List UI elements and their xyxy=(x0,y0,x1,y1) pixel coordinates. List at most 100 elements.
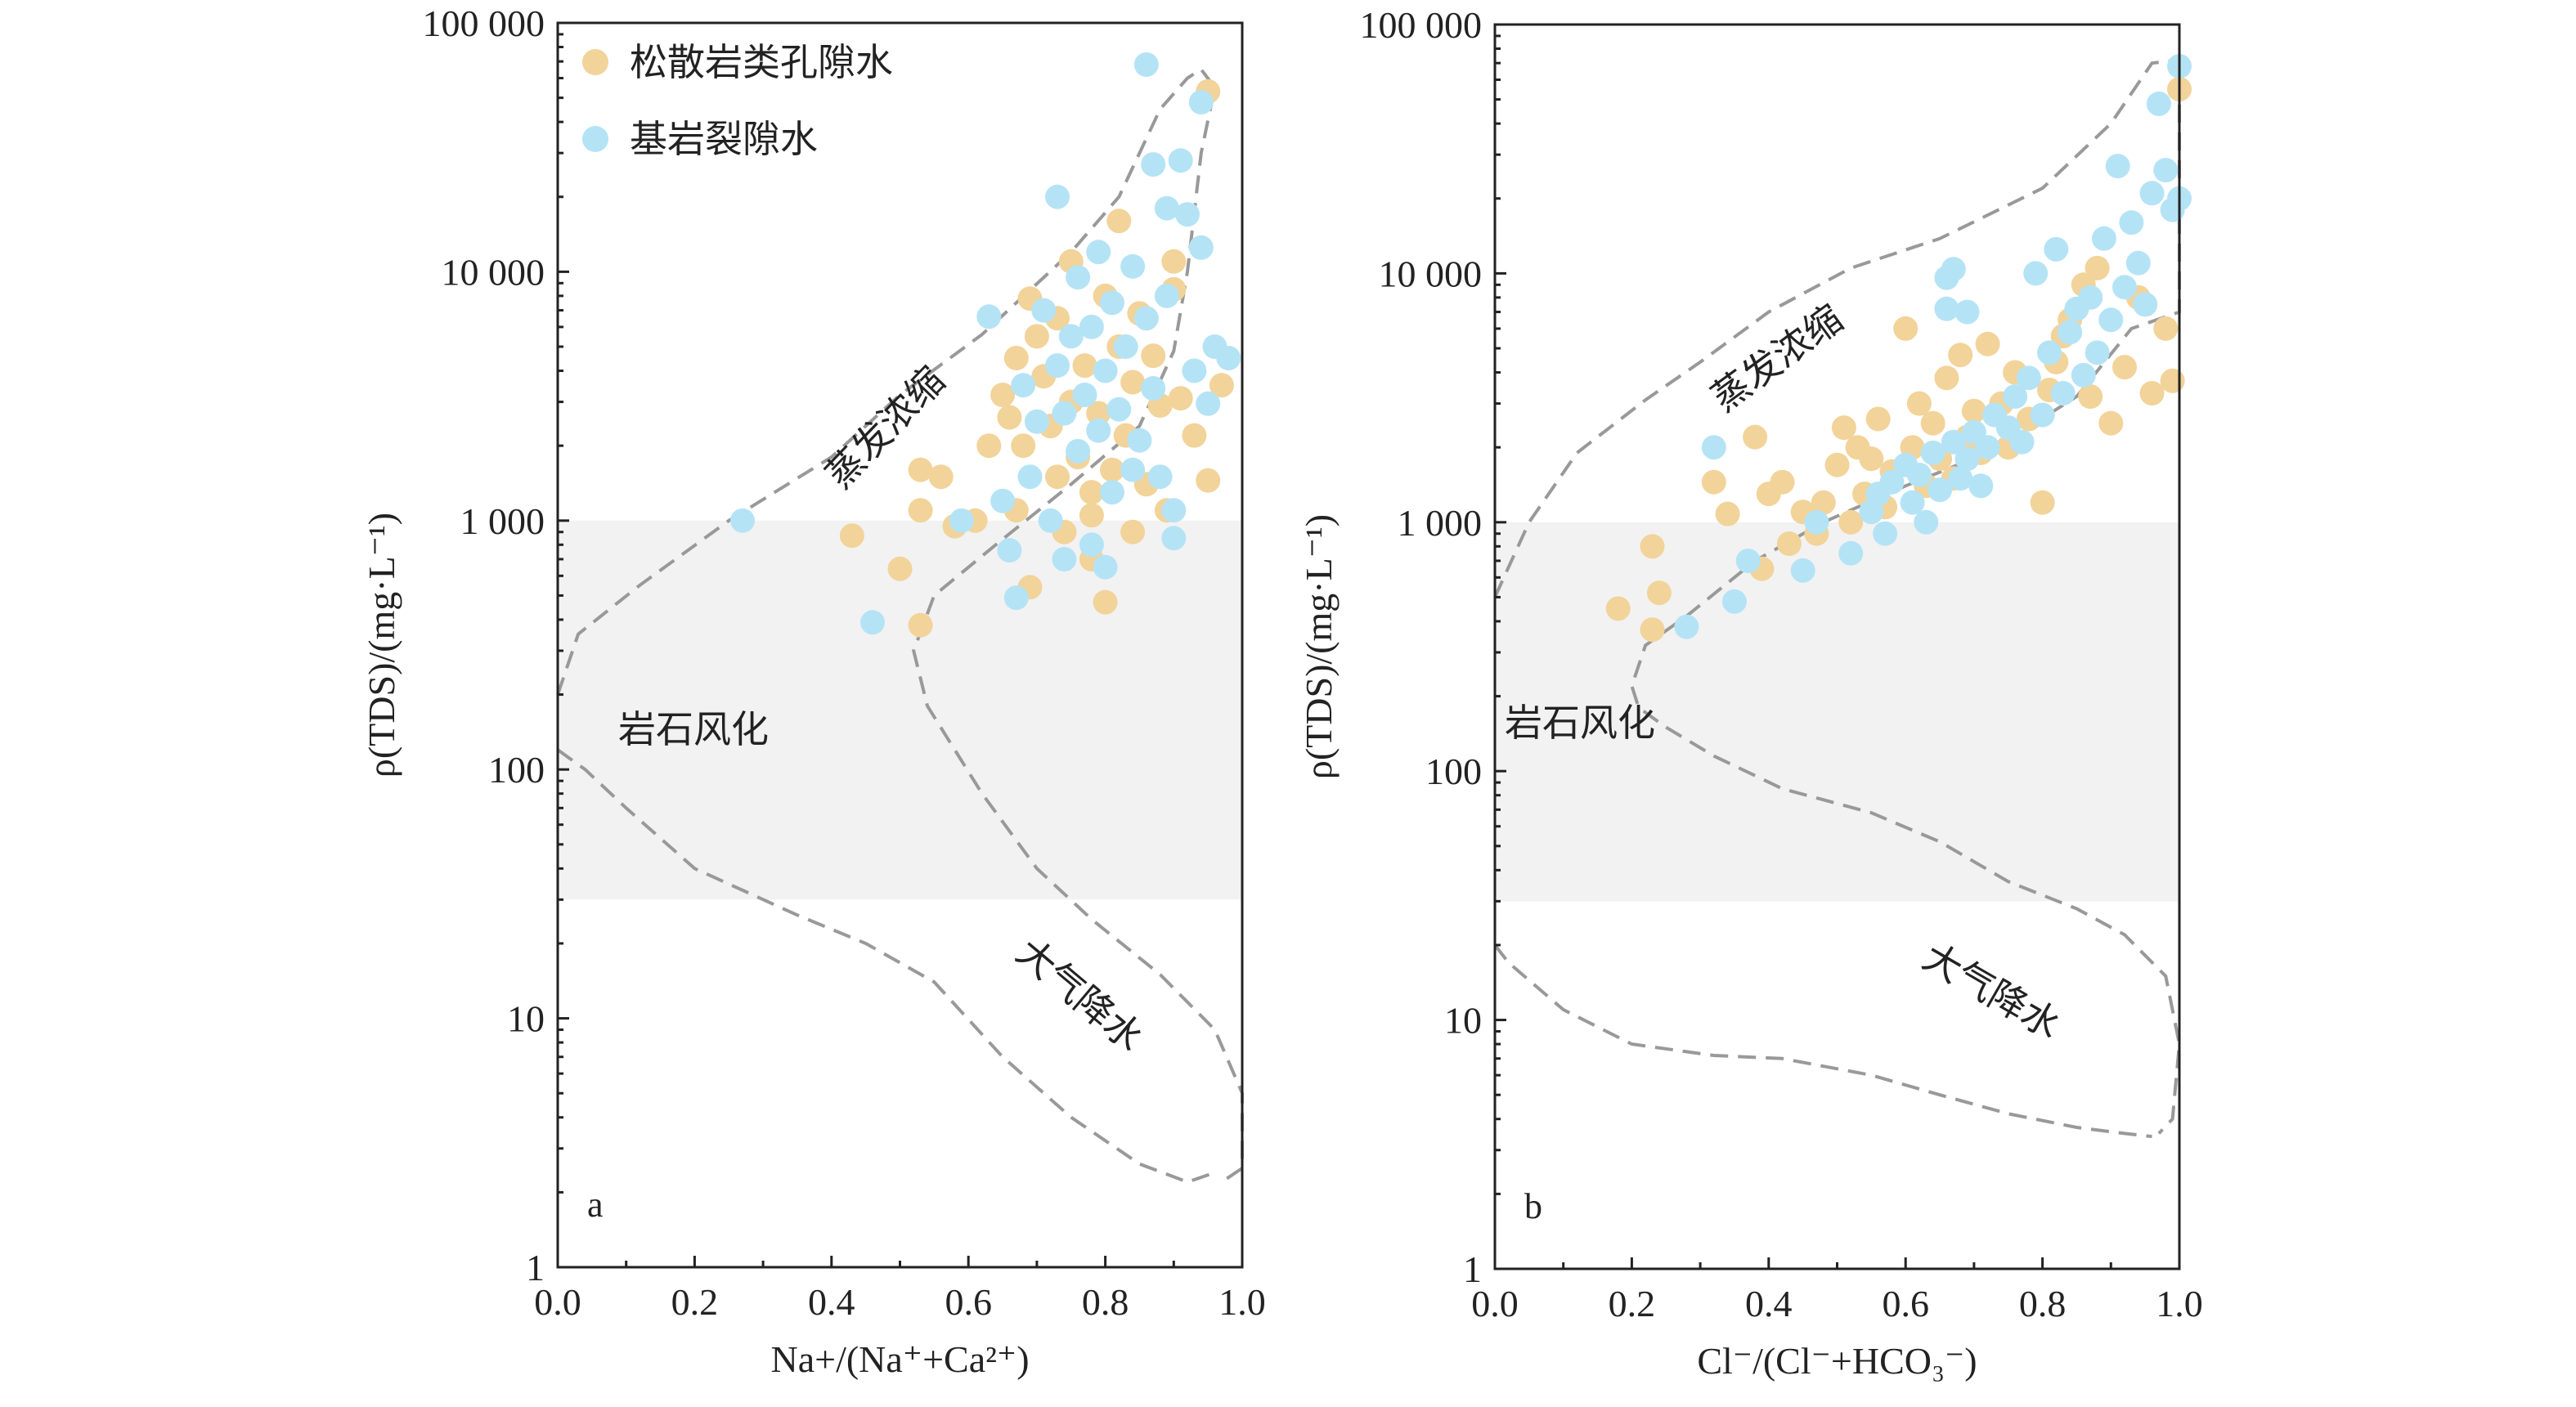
data-point xyxy=(2078,285,2103,310)
x-tick-label: 0.2 xyxy=(671,1281,719,1323)
data-point xyxy=(1079,314,1104,339)
data-point xyxy=(2030,402,2055,428)
data-point xyxy=(1954,299,1980,325)
data-point xyxy=(2125,250,2151,276)
data-point xyxy=(1721,589,1747,614)
data-point xyxy=(1175,202,1200,227)
y-tick-label: 100 000 xyxy=(1360,4,1483,46)
x-tick-label: 0.6 xyxy=(1882,1283,1929,1324)
data-point xyxy=(976,433,1002,459)
zone-label-evaporation: 蒸发浓缩 xyxy=(1703,296,1851,420)
y-tick-label: 1 000 xyxy=(460,500,545,542)
data-point xyxy=(1701,469,1726,495)
data-point xyxy=(2146,92,2171,116)
data-point xyxy=(1011,373,1036,398)
data-point xyxy=(1948,343,1973,368)
data-point xyxy=(1045,184,1070,209)
data-point xyxy=(1906,391,1932,416)
data-point xyxy=(1045,464,1070,490)
data-point xyxy=(2016,365,2041,391)
data-point xyxy=(1879,469,1905,495)
data-point xyxy=(1968,473,1994,499)
points-layer xyxy=(730,52,1241,638)
data-point xyxy=(2085,255,2110,280)
data-point xyxy=(1859,446,1884,472)
data-point xyxy=(1066,438,1091,464)
data-point xyxy=(2105,154,2130,179)
panel-a: 0.0 0.2 0.4 0.6 0.8 1.0 1 10 100 1 000 10 000 100 0… xyxy=(361,2,1266,1380)
y-tick-label: 10 xyxy=(1444,1000,1482,1042)
data-point xyxy=(908,612,933,638)
data-point xyxy=(730,508,755,533)
data-point xyxy=(1900,490,1925,515)
zone-label-precipitation: 大气降水 xyxy=(1916,934,2068,1048)
data-point xyxy=(1024,324,1049,349)
legend-label-unconsolidated: 松散岩类孔隙水 xyxy=(630,40,893,84)
data-point xyxy=(1120,370,1146,395)
data-point xyxy=(1188,235,1214,260)
data-point xyxy=(1168,148,1193,173)
data-point xyxy=(1674,614,1699,639)
data-point xyxy=(997,405,1022,430)
data-point xyxy=(976,304,1002,329)
data-point xyxy=(1216,346,1241,370)
y-tick-label: 100 xyxy=(1425,751,1482,792)
y-axis-title: ρ(TDS)/(mg·L⁻¹) xyxy=(1298,514,1340,779)
data-point xyxy=(928,464,954,490)
data-point xyxy=(1079,532,1104,558)
data-point xyxy=(1838,540,1864,566)
data-point xyxy=(1209,373,1234,398)
data-point xyxy=(1141,376,1166,401)
rock-weathering-envelope xyxy=(1493,943,2152,1139)
data-point xyxy=(1058,324,1084,349)
data-point xyxy=(2119,210,2144,235)
data-point xyxy=(2112,275,2137,300)
data-point xyxy=(2058,320,2083,345)
data-point xyxy=(1154,283,1179,308)
data-point xyxy=(1920,440,1945,465)
data-point xyxy=(1141,343,1166,369)
data-point xyxy=(1141,152,1166,177)
data-point xyxy=(1975,331,2000,356)
data-point xyxy=(990,383,1016,407)
data-point xyxy=(1003,346,1029,370)
data-point xyxy=(1038,508,1063,533)
data-point xyxy=(2050,381,2076,406)
data-point xyxy=(1182,358,1207,383)
data-point xyxy=(1093,554,1118,580)
data-point xyxy=(1024,409,1049,434)
data-point xyxy=(1011,433,1036,459)
data-point xyxy=(1079,503,1104,528)
legend-marker-bedrock xyxy=(582,126,608,152)
data-point xyxy=(949,508,974,533)
data-point xyxy=(2133,292,2158,317)
data-point xyxy=(1066,265,1091,290)
data-point xyxy=(1147,464,1173,490)
y-axis-title: ρ(TDS)/(mg·L⁻¹) xyxy=(361,513,402,777)
data-point xyxy=(1975,435,2000,460)
data-point xyxy=(1045,353,1070,379)
data-point xyxy=(1941,429,1966,455)
data-point xyxy=(1196,391,1221,416)
data-point xyxy=(2009,429,2035,455)
data-point xyxy=(1811,490,1836,515)
data-point xyxy=(2071,362,2096,388)
data-point xyxy=(1865,406,1891,432)
y-tick-label: 1 000 xyxy=(1398,502,1483,544)
ticks: 0.0 0.2 0.4 0.6 0.8 1.0 1 10 100 1 000 10 000 100 0… xyxy=(1360,4,2203,1324)
data-point xyxy=(1928,477,1953,503)
data-point xyxy=(1838,509,1864,535)
x-axis-title: Cl⁻/(Cl⁻+HCO₃⁻) xyxy=(1697,1340,1977,1382)
panel-tag: b xyxy=(1524,1186,1542,1226)
y-tick-label: 10 000 xyxy=(1379,253,1483,294)
data-point xyxy=(1113,334,1138,359)
data-point xyxy=(2003,384,2028,409)
data-point xyxy=(2160,368,2185,393)
data-point xyxy=(1086,240,1111,265)
data-point xyxy=(1093,589,1118,615)
data-point xyxy=(1188,90,1214,114)
y-tick-label: 10 000 xyxy=(442,251,545,293)
data-point xyxy=(1735,549,1761,573)
x-tick-label: 0.0 xyxy=(1471,1283,1519,1324)
data-point xyxy=(1605,596,1631,621)
